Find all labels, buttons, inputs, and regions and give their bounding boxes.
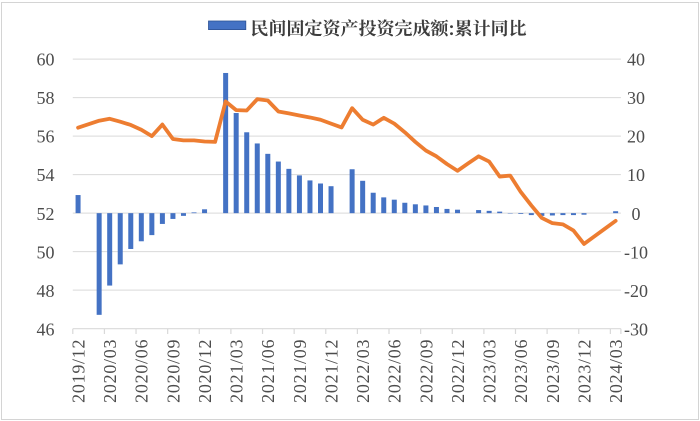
svg-text:2022/06: 2022/06: [385, 339, 405, 403]
svg-text:2023/09: 2023/09: [543, 339, 563, 403]
svg-text:10: 10: [627, 165, 645, 185]
svg-text:2019/12: 2019/12: [68, 339, 88, 403]
svg-text:2021/09: 2021/09: [290, 339, 310, 403]
svg-text:2021/06: 2021/06: [258, 339, 278, 403]
svg-text:-20: -20: [624, 281, 648, 301]
svg-text:2022/03: 2022/03: [353, 339, 373, 403]
svg-text:52: 52: [37, 204, 55, 224]
svg-text:2024/03: 2024/03: [606, 339, 626, 403]
svg-text:2023/03: 2023/03: [480, 339, 500, 403]
svg-text:2022/09: 2022/09: [416, 339, 436, 403]
svg-text:54: 54: [37, 165, 55, 185]
svg-text:2023/12: 2023/12: [574, 339, 594, 403]
svg-text:2023/06: 2023/06: [511, 339, 531, 403]
svg-text:2020/06: 2020/06: [132, 339, 152, 403]
svg-text:-30: -30: [624, 319, 648, 339]
svg-text:0: 0: [632, 204, 641, 224]
svg-text:40: 40: [627, 50, 645, 70]
svg-text:20: 20: [627, 127, 645, 147]
svg-text:-10: -10: [624, 242, 648, 262]
svg-text:60: 60: [37, 50, 55, 70]
svg-text:2020/03: 2020/03: [100, 339, 120, 403]
svg-text:30: 30: [627, 88, 645, 108]
svg-text:46: 46: [37, 319, 55, 339]
svg-text:2021/03: 2021/03: [227, 339, 247, 403]
svg-text:48: 48: [37, 281, 55, 301]
svg-text:56: 56: [37, 127, 55, 147]
svg-text:58: 58: [37, 88, 55, 108]
svg-text:2020/12: 2020/12: [195, 339, 215, 403]
svg-text:2021/12: 2021/12: [321, 339, 341, 403]
svg-text:2022/12: 2022/12: [448, 339, 468, 403]
svg-text:50: 50: [37, 242, 55, 262]
svg-text:2020/09: 2020/09: [163, 339, 183, 403]
